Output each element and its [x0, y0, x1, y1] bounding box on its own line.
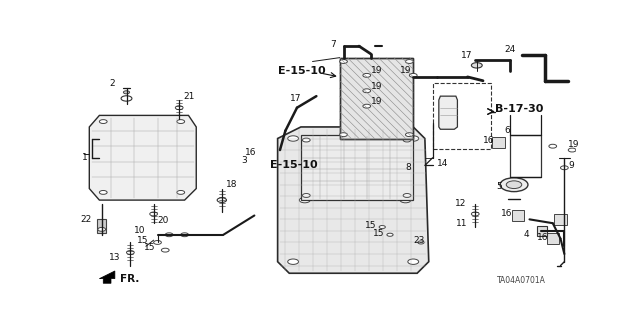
Text: 19: 19 — [371, 66, 382, 75]
Text: 16: 16 — [501, 210, 513, 219]
Bar — [547, 233, 559, 244]
Circle shape — [408, 136, 419, 141]
Circle shape — [408, 259, 419, 264]
Circle shape — [400, 197, 411, 203]
Text: 16: 16 — [245, 148, 257, 157]
Text: 16: 16 — [483, 136, 495, 145]
Circle shape — [363, 89, 371, 93]
Circle shape — [379, 226, 385, 228]
Bar — [554, 214, 566, 225]
Circle shape — [217, 198, 227, 203]
Circle shape — [98, 228, 106, 231]
Text: 9: 9 — [568, 161, 574, 170]
Circle shape — [418, 241, 424, 244]
Text: 2: 2 — [109, 78, 115, 88]
Circle shape — [561, 166, 568, 170]
Bar — [511, 210, 524, 221]
Text: 3: 3 — [241, 156, 246, 164]
Text: 16: 16 — [538, 233, 549, 242]
Circle shape — [363, 73, 371, 77]
Circle shape — [124, 91, 129, 94]
Text: 19: 19 — [400, 66, 412, 75]
Circle shape — [303, 194, 310, 197]
Circle shape — [154, 241, 161, 244]
Text: 18: 18 — [226, 180, 237, 189]
Circle shape — [175, 106, 183, 110]
Circle shape — [177, 120, 184, 124]
Text: 4: 4 — [524, 230, 529, 239]
Text: 8: 8 — [406, 163, 412, 172]
Text: 12: 12 — [454, 199, 466, 208]
Text: 11: 11 — [456, 219, 467, 228]
Circle shape — [177, 190, 184, 194]
Text: 19: 19 — [371, 82, 382, 91]
Circle shape — [406, 60, 413, 63]
Circle shape — [288, 259, 298, 264]
Polygon shape — [439, 96, 458, 129]
Text: 7: 7 — [330, 40, 336, 49]
Circle shape — [99, 120, 107, 124]
Circle shape — [300, 197, 310, 203]
Circle shape — [340, 60, 348, 63]
Circle shape — [348, 132, 358, 137]
Text: 10: 10 — [134, 227, 146, 236]
Bar — [340, 58, 413, 139]
Polygon shape — [90, 116, 196, 200]
Text: 17: 17 — [290, 94, 301, 103]
Text: 15: 15 — [373, 229, 385, 238]
Circle shape — [340, 133, 348, 137]
Circle shape — [403, 194, 411, 197]
Circle shape — [410, 73, 417, 77]
Text: TA04A0701A: TA04A0701A — [497, 276, 546, 285]
Circle shape — [165, 233, 173, 237]
Bar — [537, 226, 547, 236]
Circle shape — [500, 178, 528, 192]
Circle shape — [472, 63, 482, 68]
Circle shape — [99, 190, 107, 194]
Circle shape — [127, 251, 134, 254]
Circle shape — [180, 233, 189, 237]
Circle shape — [363, 104, 371, 108]
Text: E-15-10: E-15-10 — [270, 160, 317, 171]
Bar — [492, 137, 505, 148]
Text: 17: 17 — [461, 51, 473, 60]
Polygon shape — [99, 271, 115, 283]
Circle shape — [568, 148, 576, 152]
Circle shape — [472, 212, 479, 216]
Text: 19: 19 — [371, 97, 382, 106]
Text: FR.: FR. — [120, 274, 140, 284]
Circle shape — [406, 133, 413, 137]
Bar — [433, 83, 491, 148]
Text: 1: 1 — [82, 153, 88, 162]
Text: 15: 15 — [143, 243, 155, 252]
Text: 5: 5 — [497, 182, 502, 191]
Text: 23: 23 — [413, 236, 425, 245]
Polygon shape — [278, 127, 429, 273]
Circle shape — [303, 138, 310, 142]
Circle shape — [288, 136, 298, 141]
Text: 13: 13 — [109, 253, 120, 262]
Circle shape — [387, 233, 393, 236]
Text: E-15-10: E-15-10 — [278, 66, 325, 76]
Text: 22: 22 — [81, 215, 92, 224]
Text: B-17-30: B-17-30 — [495, 104, 543, 114]
Circle shape — [161, 248, 169, 252]
Text: 15: 15 — [137, 236, 148, 244]
Text: 14: 14 — [436, 159, 448, 168]
Text: 6: 6 — [504, 126, 510, 135]
Text: 24: 24 — [504, 45, 516, 54]
Circle shape — [150, 212, 157, 216]
Bar — [97, 219, 106, 233]
Text: 21: 21 — [183, 92, 195, 101]
Bar — [510, 135, 541, 177]
Text: 15: 15 — [365, 221, 377, 230]
Bar — [301, 135, 413, 200]
Text: 20: 20 — [157, 216, 169, 225]
Circle shape — [121, 96, 132, 101]
Circle shape — [506, 181, 522, 188]
Circle shape — [403, 138, 411, 142]
Bar — [340, 58, 413, 139]
Text: 19: 19 — [568, 140, 580, 149]
Circle shape — [549, 144, 557, 148]
